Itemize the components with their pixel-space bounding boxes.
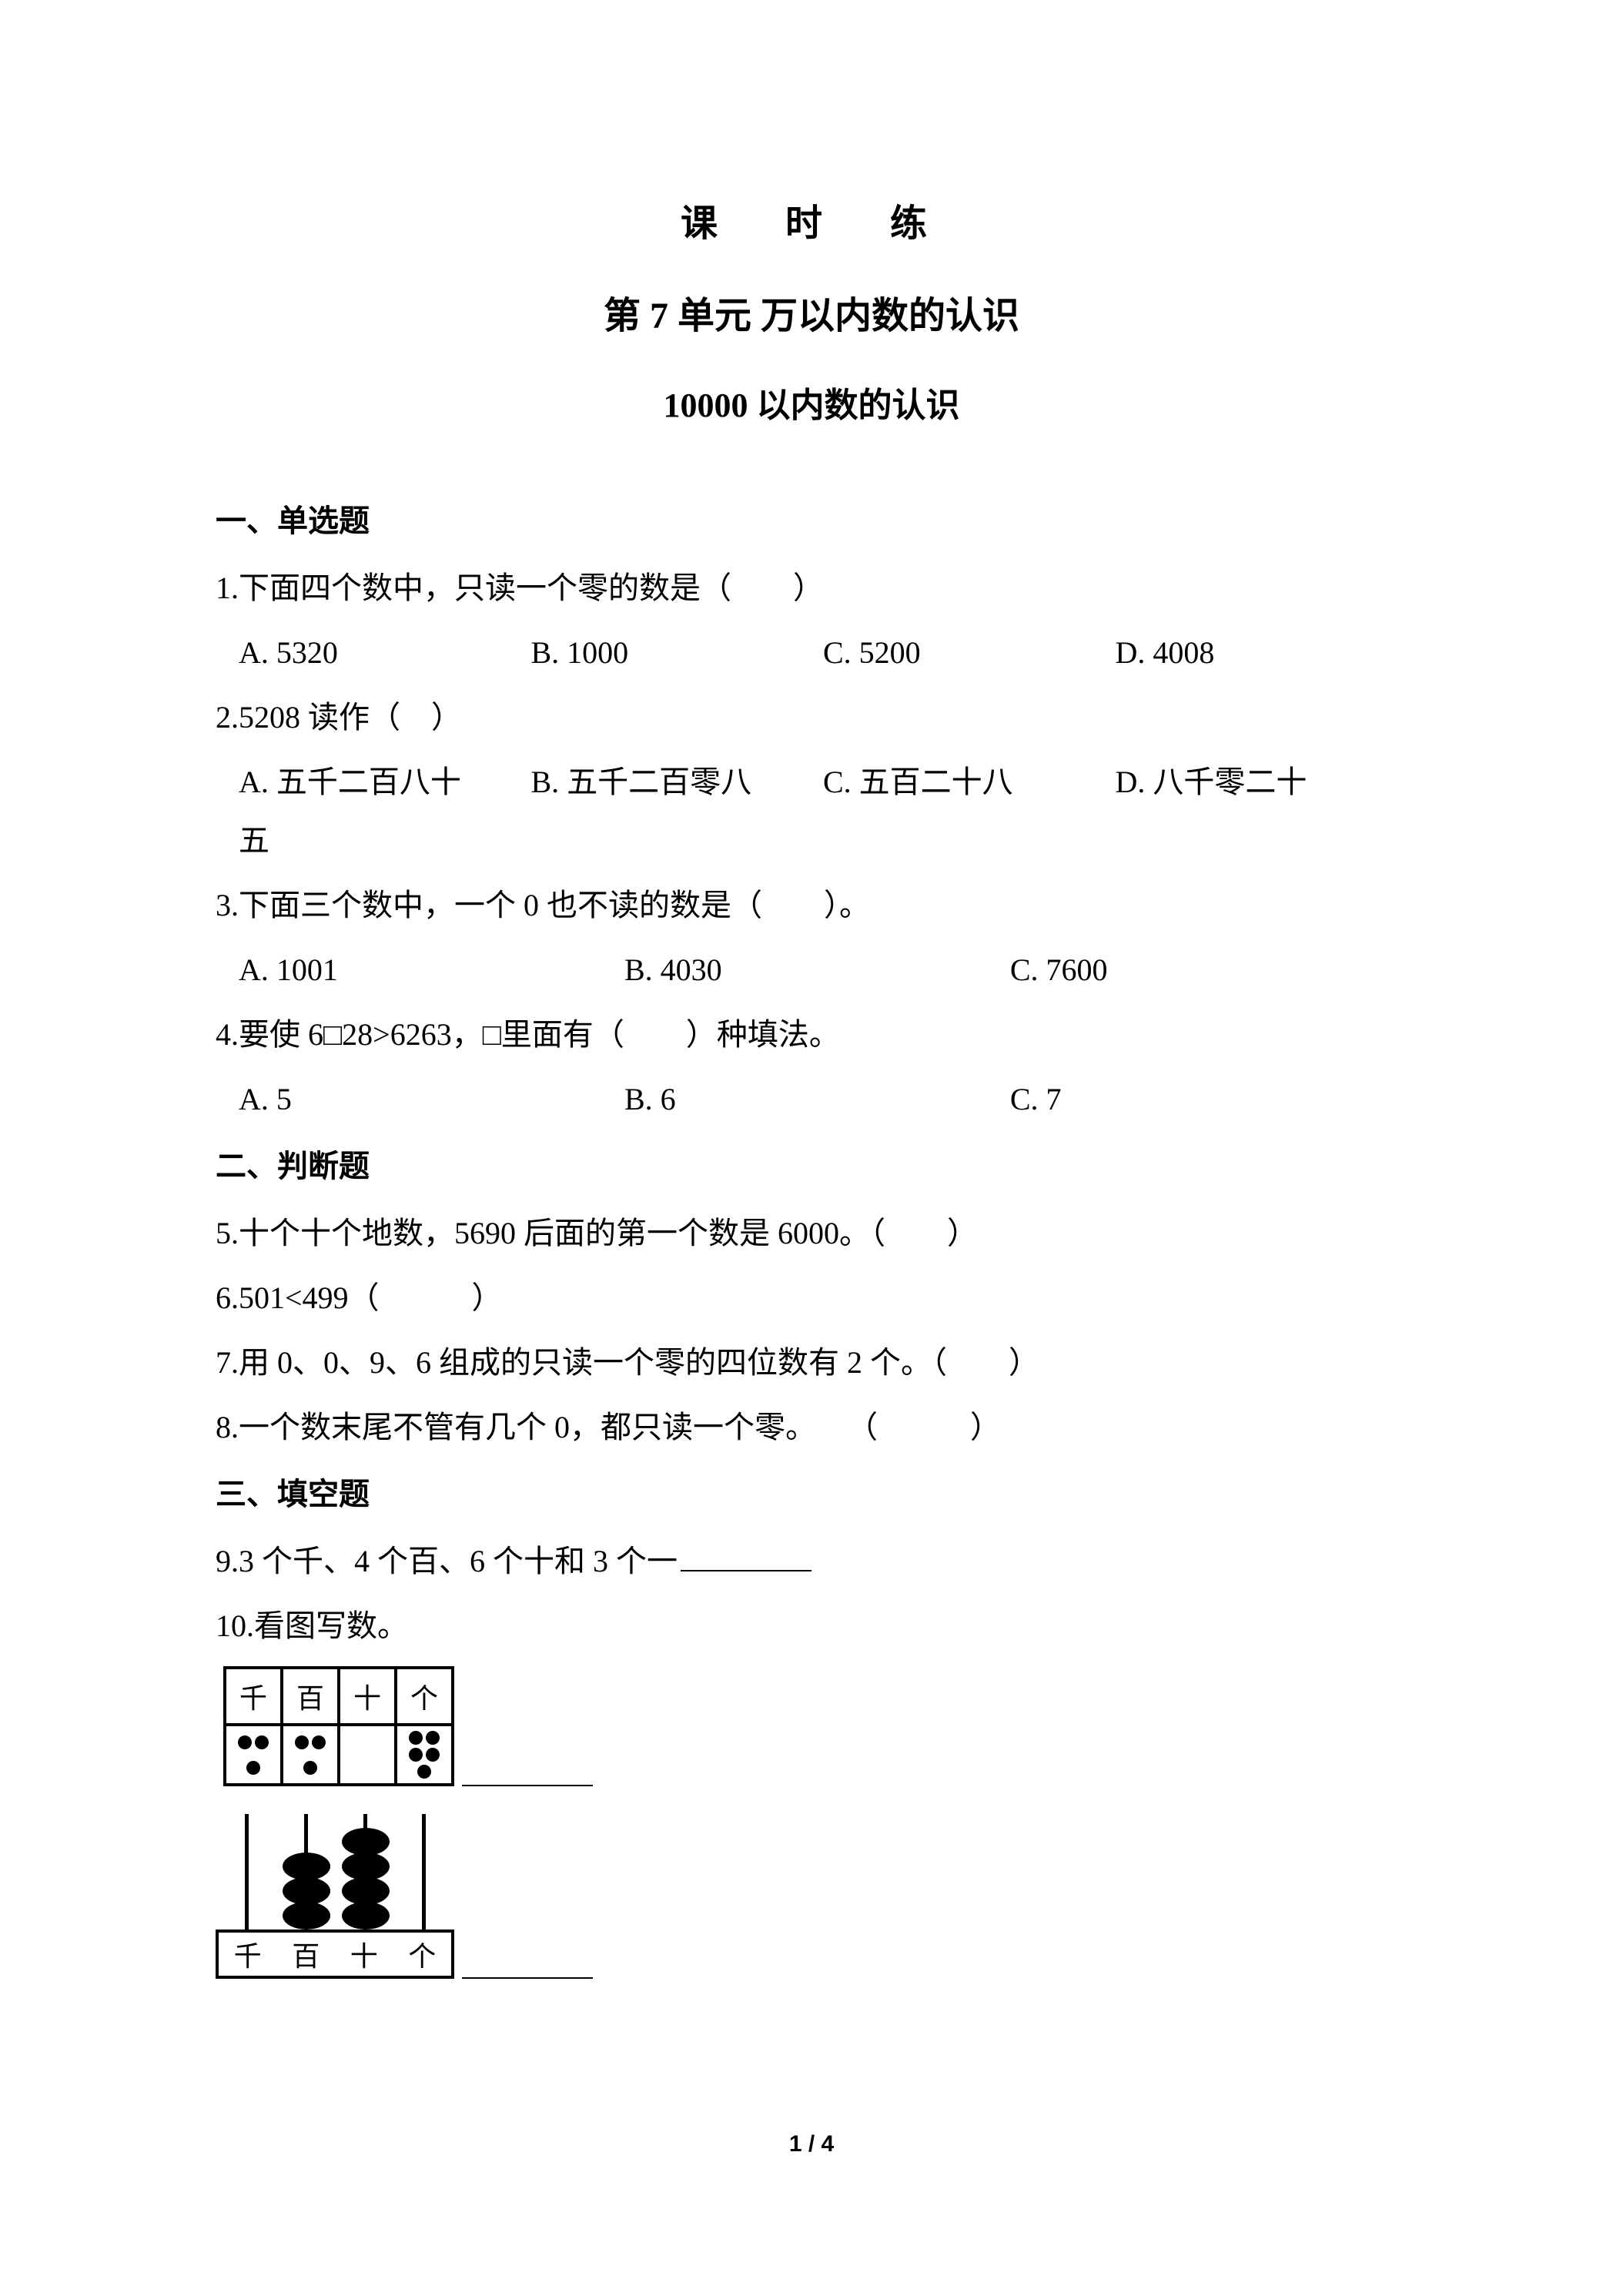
pv-header-qian: 千	[225, 1668, 282, 1725]
section-heading-1: 一、单选题	[216, 496, 1407, 541]
q10-figure-2: 千 百 十 个	[216, 1802, 1407, 1979]
q9-text: 9.3 个千、4 个百、6 个十和 3 个一	[216, 1544, 678, 1578]
pv-header-ge: 个	[396, 1668, 453, 1725]
q4-option-c: C. 7	[1010, 1070, 1396, 1129]
title-main: 课 时 练	[216, 192, 1407, 246]
abacus-label-shi: 十	[335, 1934, 393, 1974]
title-unit: 第 7 单元 万以内数的认识	[216, 285, 1407, 339]
question-6: 6.501<499（ ）	[216, 1269, 1407, 1327]
q4-option-b: B. 6	[624, 1070, 1010, 1129]
question-8: 8.一个数末尾不管有几个 0，都只读一个零。 （ ）	[216, 1398, 1407, 1457]
title-sub: 10000 以内数的认识	[216, 377, 1407, 427]
question-7: 7.用 0、0、9、6 组成的只读一个零的四位数有 2 个。（ ）	[216, 1334, 1407, 1392]
question-2: 2.5208 读作（ ）	[216, 688, 1407, 747]
pv-cell-qian	[225, 1725, 282, 1785]
abacus-label-bai: 百	[277, 1934, 336, 1974]
question-1-options: A. 5320 B. 1000 C. 5200 D. 4008	[216, 624, 1407, 682]
abacus-rod-ge	[422, 1814, 426, 1930]
q2-option-d-cont: 五	[239, 812, 1407, 870]
q3-option-a: A. 1001	[239, 941, 624, 999]
question-4-options: A. 5 B. 6 C. 7	[216, 1070, 1407, 1129]
abacus: 千 百 十 个	[216, 1802, 454, 1979]
pv-cell-bai	[282, 1725, 339, 1785]
question-4: 4.要使 6□28>6263，□里面有（ ）种填法。	[216, 1006, 1407, 1064]
abacus-rod-qian	[245, 1814, 249, 1930]
q1-option-a: A. 5320	[239, 624, 531, 682]
pv-header-shi: 十	[339, 1668, 396, 1725]
q1-option-c: C. 5200	[823, 624, 1116, 682]
q2-option-c: C. 五百二十八	[823, 753, 1116, 812]
question-9: 9.3 个千、4 个百、6 个十和 3 个一	[216, 1532, 1407, 1591]
q1-option-b: B. 1000	[531, 624, 824, 682]
pv-cell-ge	[396, 1725, 453, 1785]
page-number: 1 / 4	[0, 2131, 1623, 2157]
q4-option-a: A. 5	[239, 1070, 624, 1129]
q10-blank-1[interactable]	[462, 1785, 593, 1786]
question-3-options: A. 1001 B. 4030 C. 7600	[216, 941, 1407, 999]
question-1: 1.下面四个数中，只读一个零的数是（ ）	[216, 559, 1407, 618]
question-5: 5.十个十个地数，5690 后面的第一个数是 6000。（ ）	[216, 1204, 1407, 1263]
abacus-base: 千 百 十 个	[216, 1930, 454, 1979]
pv-cell-shi	[339, 1725, 396, 1785]
q10-figure-1: 千 百 十 个	[216, 1666, 1407, 1786]
section-heading-2: 二、判断题	[216, 1141, 1407, 1186]
question-2-options: A. 五千二百八十 B. 五千二百零八 C. 五百二十八 D. 八千零二十 五	[216, 753, 1407, 870]
q2-option-a: A. 五千二百八十	[239, 753, 531, 812]
abacus-label-qian: 千	[219, 1934, 277, 1974]
q3-option-b: B. 4030	[624, 941, 1010, 999]
section-heading-3: 三、填空题	[216, 1469, 1407, 1514]
q2-option-d: D. 八千零二十	[1116, 753, 1408, 812]
abacus-beads-shi	[342, 1831, 390, 1930]
q10-blank-2[interactable]	[462, 1977, 593, 1979]
q1-option-d: D. 4008	[1116, 624, 1408, 682]
abacus-label-ge: 个	[393, 1934, 452, 1974]
q3-option-c: C. 7600	[1010, 941, 1396, 999]
abacus-beads-bai	[283, 1856, 330, 1930]
q9-blank[interactable]	[681, 1570, 812, 1571]
question-10: 10.看图写数。	[216, 1597, 1407, 1655]
place-value-table: 千 百 十 个	[223, 1666, 454, 1786]
question-3: 3.下面三个数中，一个 0 也不读的数是（ ）。	[216, 876, 1407, 935]
pv-header-bai: 百	[282, 1668, 339, 1725]
q2-option-b: B. 五千二百零八	[531, 753, 824, 812]
